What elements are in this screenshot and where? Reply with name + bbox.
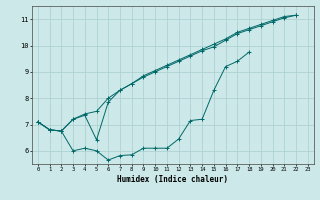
X-axis label: Humidex (Indice chaleur): Humidex (Indice chaleur) xyxy=(117,175,228,184)
